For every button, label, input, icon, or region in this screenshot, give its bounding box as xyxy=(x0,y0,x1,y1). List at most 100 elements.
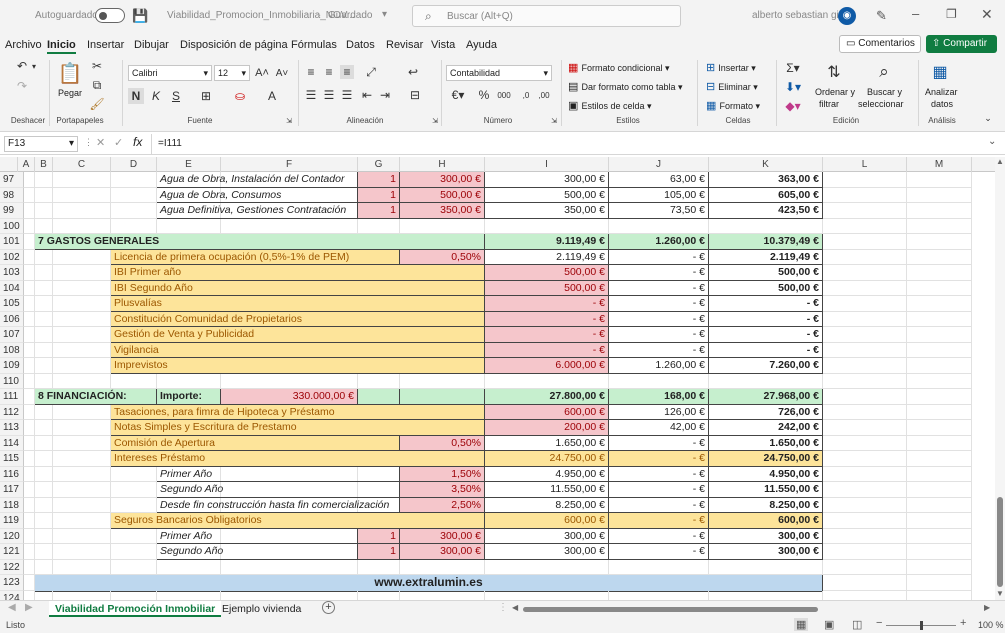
cell[interactable] xyxy=(907,389,972,405)
cell[interactable] xyxy=(18,172,35,188)
cell[interactable] xyxy=(53,342,111,358)
cell[interactable] xyxy=(53,373,111,389)
cell[interactable] xyxy=(35,373,53,389)
cell[interactable] xyxy=(35,311,53,327)
cell[interactable] xyxy=(823,373,907,389)
row-header[interactable]: 122 xyxy=(0,559,24,575)
cell-styles-button[interactable]: ▣ Estilos de celda ▾ xyxy=(568,100,652,112)
wrap-text-icon[interactable]: ↩ xyxy=(407,65,419,79)
row-header[interactable]: 120 xyxy=(0,528,24,544)
cell[interactable] xyxy=(35,420,53,436)
cell[interactable] xyxy=(111,528,157,544)
cell-d108[interactable]: Vigilancia xyxy=(111,342,485,358)
sheet-tab-active[interactable]: Viabilidad Promoción Inmobiliar xyxy=(49,601,222,617)
cell[interactable] xyxy=(35,187,53,203)
cell-j98[interactable]: 105,00 € xyxy=(609,187,709,203)
cell[interactable] xyxy=(358,218,400,234)
row-header[interactable]: 98 xyxy=(0,187,24,203)
row-header[interactable]: 103 xyxy=(0,265,24,281)
column-header-a[interactable]: A xyxy=(18,157,35,172)
cell-f111[interactable]: 330.000,00 € xyxy=(221,389,358,405)
cell-k102[interactable]: 2.119,49 € xyxy=(709,249,823,265)
cell[interactable] xyxy=(53,327,111,343)
select-all-corner[interactable] xyxy=(0,157,18,172)
row-header[interactable]: 121 xyxy=(0,544,24,560)
cancel-icon[interactable]: ✕ xyxy=(96,137,106,149)
cell[interactable] xyxy=(907,249,972,265)
cell[interactable] xyxy=(609,218,709,234)
cell-h98[interactable]: 500,00 € xyxy=(400,187,485,203)
column-header-f[interactable]: F xyxy=(221,157,358,172)
cell-i119[interactable]: 600,00 € xyxy=(485,513,609,529)
cell-d107[interactable]: Gestión de Venta y Publicidad xyxy=(111,327,485,343)
cell[interactable] xyxy=(35,528,53,544)
cell[interactable] xyxy=(907,544,972,560)
cell-d103[interactable]: IBI Primer año xyxy=(111,265,485,281)
cell-k116[interactable]: 4.950,00 € xyxy=(709,466,823,482)
cell[interactable] xyxy=(53,435,111,451)
cell[interactable] xyxy=(907,559,972,575)
cell-d113[interactable]: Notas Simples y Escritura de Prestamo xyxy=(111,420,485,436)
indent-increase-icon[interactable]: ⇥ xyxy=(379,88,391,102)
menu-archivo[interactable]: Archivo xyxy=(5,39,42,51)
horizontal-scroll-thumb[interactable] xyxy=(523,607,818,612)
cell[interactable] xyxy=(907,172,972,188)
cell[interactable] xyxy=(823,420,907,436)
cell[interactable] xyxy=(18,513,35,529)
cell[interactable] xyxy=(111,373,157,389)
row-header[interactable]: 117 xyxy=(0,482,24,498)
cell-d109[interactable]: Imprevistos xyxy=(111,358,485,374)
cell[interactable] xyxy=(823,342,907,358)
row-header[interactable]: 112 xyxy=(0,404,24,420)
column-header-m[interactable]: M xyxy=(907,157,972,172)
cell[interactable] xyxy=(53,590,111,600)
row-header[interactable]: 113 xyxy=(0,420,24,436)
zoom-slider-thumb[interactable] xyxy=(920,621,923,630)
cell-h97[interactable]: 300,00 € xyxy=(400,172,485,188)
cell[interactable] xyxy=(18,311,35,327)
cell[interactable] xyxy=(53,203,111,219)
row-header[interactable]: 99 xyxy=(0,203,24,219)
cell[interactable] xyxy=(823,482,907,498)
cell[interactable] xyxy=(823,172,907,188)
cell[interactable] xyxy=(53,311,111,327)
cell-b101[interactable]: 7 GASTOS GENERALES xyxy=(35,234,485,250)
cell-d106[interactable]: Constitución Comunidad de Propietarios xyxy=(111,311,485,327)
cut-icon[interactable]: ✂ xyxy=(91,59,103,73)
cell[interactable] xyxy=(53,280,111,296)
cell[interactable] xyxy=(823,435,907,451)
tab-next-icon[interactable]: ▶ xyxy=(25,602,33,613)
menu-vista[interactable]: Vista xyxy=(431,39,456,51)
column-header-j[interactable]: J xyxy=(609,157,709,172)
row-header[interactable]: 115 xyxy=(0,451,24,467)
name-box[interactable]: F13 ▾ xyxy=(4,136,78,152)
cell[interactable] xyxy=(18,280,35,296)
cell[interactable] xyxy=(18,373,35,389)
cell[interactable] xyxy=(221,373,358,389)
cell-h118[interactable]: 2,50% xyxy=(400,497,485,513)
align-left-icon[interactable]: ☰ xyxy=(305,88,317,102)
menu-dibujar[interactable]: Dibujar xyxy=(134,39,169,51)
avatar[interactable]: ◉ xyxy=(838,7,856,25)
cell-j103[interactable]: - € xyxy=(609,265,709,281)
search-box[interactable]: ⌕ Buscar (Alt+Q) xyxy=(412,5,681,27)
cell[interactable] xyxy=(907,358,972,374)
font-color-icon[interactable]: A xyxy=(267,89,276,103)
cell-i114[interactable]: 1.650,00 € xyxy=(485,435,609,451)
cell[interactable] xyxy=(53,466,111,482)
cell[interactable] xyxy=(907,373,972,389)
cell-d112[interactable]: Tasaciones, para fimra de Hipoteca y Pré… xyxy=(111,404,485,420)
cell[interactable] xyxy=(823,203,907,219)
cell[interactable] xyxy=(907,342,972,358)
cell[interactable] xyxy=(35,451,53,467)
underline-button[interactable]: S xyxy=(171,89,180,103)
cell-j116[interactable]: - € xyxy=(609,466,709,482)
cell-h99[interactable]: 350,00 € xyxy=(400,203,485,219)
row-header[interactable]: 124 xyxy=(0,590,24,600)
cell[interactable] xyxy=(35,497,53,513)
cell[interactable] xyxy=(35,249,53,265)
cell[interactable] xyxy=(823,218,907,234)
orientation-icon[interactable]: ⤢ xyxy=(366,64,376,79)
italic-button[interactable]: K xyxy=(151,89,160,103)
row-header[interactable]: 114 xyxy=(0,435,24,451)
